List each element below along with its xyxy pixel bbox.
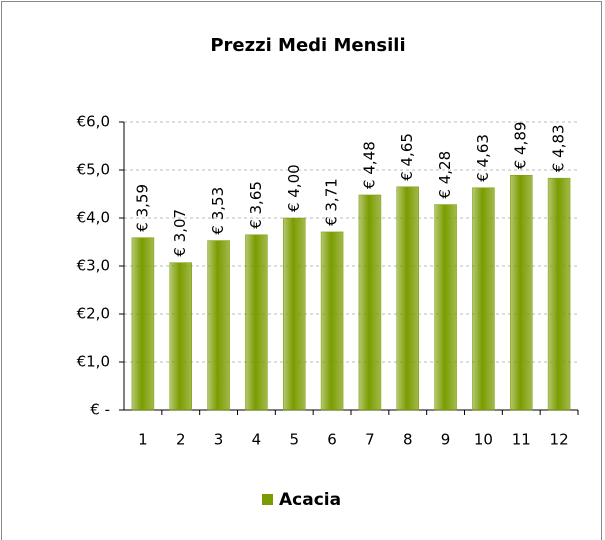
x-tick-label: 10 (474, 431, 493, 449)
y-tick-label: €1,0 (77, 353, 110, 371)
bar (358, 194, 382, 411)
x-tick-label: 2 (176, 431, 186, 449)
bar (434, 204, 457, 411)
bar (283, 217, 306, 411)
x-tick-label: 4 (252, 431, 262, 449)
bar (207, 240, 230, 411)
x-tick-label: 7 (365, 431, 375, 449)
value-label: € 3,65 (247, 181, 265, 229)
value-label: € 3,53 (209, 187, 227, 235)
x-tick-label: 8 (403, 431, 413, 449)
legend-swatch (262, 494, 273, 505)
bar (547, 177, 571, 411)
y-tick-label: €5,0 (77, 161, 110, 179)
x-tick-label: 1 (138, 431, 148, 449)
bar (169, 262, 192, 411)
y-tick-label: €2,0 (77, 305, 110, 323)
chart-title: Prezzi Medi Mensili (210, 35, 405, 56)
x-tick-label: 5 (289, 431, 299, 449)
value-label: € 4,63 (474, 134, 492, 182)
bar (472, 187, 495, 411)
value-label: € 4,89 (512, 122, 530, 170)
value-label: € 3,07 (171, 209, 189, 257)
value-label: € 4,28 (436, 151, 454, 199)
bar (510, 175, 533, 411)
bar (131, 237, 155, 411)
legend-label: Acacia (279, 490, 341, 510)
x-tick-label: 11 (512, 431, 531, 449)
value-label: € 4,00 (285, 164, 303, 212)
x-tick-label: 9 (441, 431, 451, 449)
y-tick-label: € - (90, 401, 110, 419)
bar (245, 234, 268, 411)
value-label: € 4,83 (550, 124, 568, 172)
x-tick-label: 12 (550, 431, 569, 449)
bar (396, 186, 419, 411)
y-tick-label: €6,0 (77, 113, 110, 131)
x-tick-label: 3 (214, 431, 224, 449)
x-tick-label: 6 (327, 431, 337, 449)
value-label: € 4,65 (398, 133, 416, 181)
value-label: € 3,59 (133, 184, 151, 232)
value-label: € 4,48 (360, 141, 378, 189)
value-label: € 3,71 (323, 178, 341, 226)
bar (320, 231, 344, 411)
y-tick-label: €4,0 (77, 209, 110, 227)
y-tick-label: €3,0 (77, 257, 110, 275)
